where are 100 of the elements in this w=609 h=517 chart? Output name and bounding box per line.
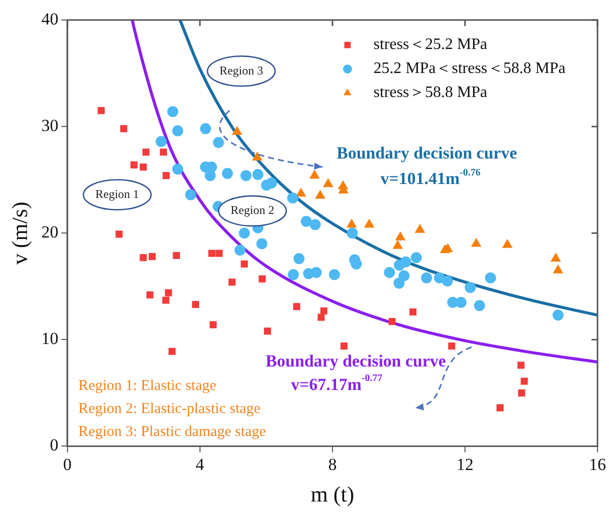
point <box>388 318 396 326</box>
point <box>162 172 170 180</box>
annotation: Boundary decision curve <box>266 351 446 370</box>
point <box>552 310 564 321</box>
point <box>288 269 299 280</box>
point <box>162 296 170 304</box>
point <box>264 328 272 335</box>
y-tick-label: 40 <box>41 9 58 28</box>
point <box>172 125 184 136</box>
point <box>156 136 167 147</box>
annotation: Region 3 <box>219 63 264 78</box>
point <box>252 169 264 180</box>
point <box>98 107 105 114</box>
point <box>552 264 564 274</box>
point <box>471 238 482 247</box>
point <box>395 231 406 240</box>
point <box>120 125 128 132</box>
y-axis-title: v (m/s) <box>6 202 32 265</box>
point <box>296 188 306 197</box>
point <box>328 269 340 280</box>
point <box>167 106 178 118</box>
point <box>232 126 242 135</box>
point <box>240 260 248 268</box>
point <box>448 342 456 350</box>
point <box>222 168 233 179</box>
point <box>392 240 403 249</box>
point <box>502 238 513 248</box>
annotation: Region 2 <box>230 203 274 218</box>
point <box>210 321 217 328</box>
point <box>130 161 138 168</box>
point <box>238 228 250 239</box>
point <box>340 342 348 350</box>
x-tick-label: 8 <box>328 454 337 474</box>
point <box>140 164 147 171</box>
line-series <box>178 20 598 317</box>
legend-label: 25.2 MPa＜stress＜58.8 MPa <box>374 60 566 78</box>
point <box>172 252 180 260</box>
point <box>252 151 262 160</box>
y-tick-label: 20 <box>41 222 58 242</box>
point <box>350 258 362 270</box>
point <box>384 267 395 278</box>
point <box>300 216 312 227</box>
point <box>208 250 216 257</box>
point <box>484 272 496 284</box>
legend-label: stress＜25.2 MPa <box>374 36 488 54</box>
point <box>216 250 223 257</box>
legend-label: stress＞58.8 MPa <box>374 84 488 102</box>
point <box>240 170 252 182</box>
y-tick-label: 30 <box>41 116 58 136</box>
point <box>496 404 504 412</box>
point <box>146 291 154 298</box>
point <box>364 218 374 228</box>
point <box>410 252 422 264</box>
point <box>261 180 272 191</box>
point <box>310 267 322 278</box>
x-axis-title: m (t) <box>310 482 354 507</box>
point <box>256 238 268 250</box>
annotation: Region 1: Elastic stage <box>78 378 217 394</box>
point <box>140 254 147 262</box>
point <box>520 378 528 385</box>
point <box>409 308 416 316</box>
y-tick-label: 10 <box>41 329 58 348</box>
point <box>314 190 326 199</box>
point <box>346 218 357 228</box>
point <box>394 278 405 289</box>
point <box>318 314 325 321</box>
point <box>517 362 525 369</box>
point <box>234 244 246 256</box>
point <box>192 300 200 308</box>
point <box>421 272 432 284</box>
point <box>172 164 184 175</box>
point <box>287 192 298 204</box>
point <box>293 303 300 310</box>
annotation: Region 3: Plastic damage stage <box>78 424 266 440</box>
x-tick-label: 12 <box>456 454 474 474</box>
annotation: Boundary decision curve <box>336 144 518 163</box>
point <box>212 137 224 148</box>
point <box>293 253 304 264</box>
point <box>228 278 236 286</box>
point <box>442 276 453 287</box>
annotation: Region 2: Elastic-plastic stage <box>78 401 261 418</box>
point <box>346 228 358 239</box>
point <box>148 253 156 260</box>
point <box>398 270 410 282</box>
y-tick-label: 0 <box>50 436 58 455</box>
x-tick-label: 16 <box>589 454 606 474</box>
point <box>200 123 212 134</box>
point <box>474 300 486 312</box>
point <box>204 170 216 182</box>
point <box>464 282 476 293</box>
point <box>164 289 172 296</box>
x-tick-label: 4 <box>196 454 205 474</box>
point <box>456 296 466 308</box>
point <box>400 256 412 268</box>
point <box>185 189 196 200</box>
x-tick-label: 0 <box>63 454 72 474</box>
point <box>320 307 328 314</box>
point <box>310 219 321 230</box>
point <box>309 170 320 179</box>
annotation: Region 1 <box>95 186 140 201</box>
